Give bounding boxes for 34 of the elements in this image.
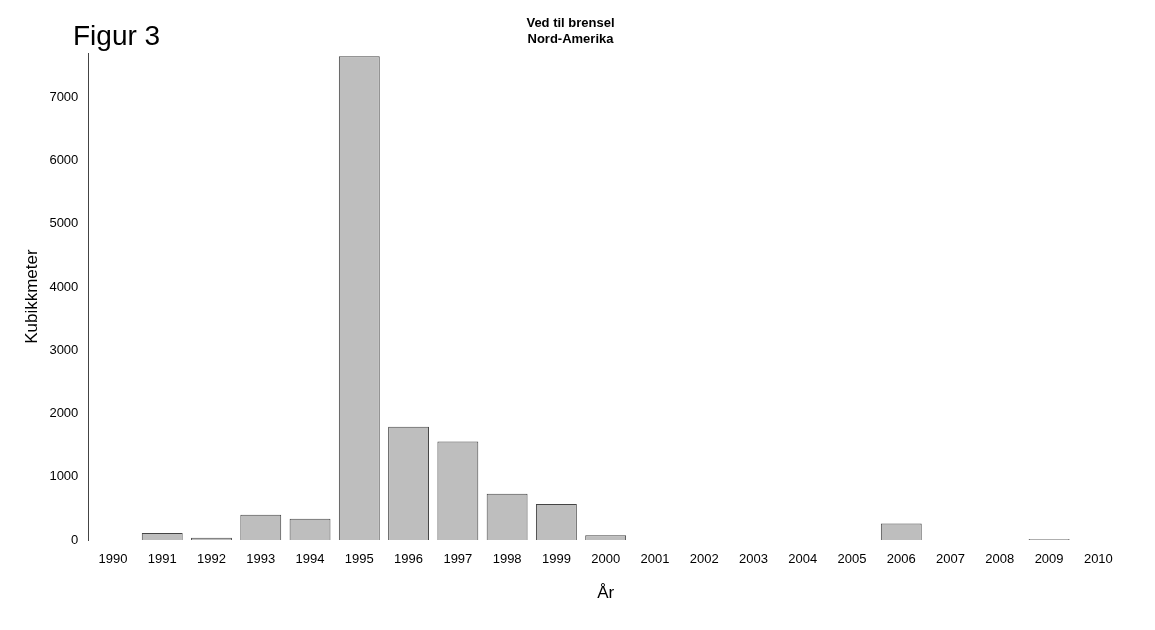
chart-subtitle: Nord-Amerika	[527, 30, 615, 46]
x-tick-label: 2010	[1083, 551, 1113, 567]
x-tick-label: 2007	[936, 551, 966, 567]
y-tick-label: 4000	[49, 278, 79, 294]
x-tick-label: 1993	[246, 551, 276, 567]
y-tick-label: 3000	[49, 341, 79, 357]
y-tick-label: 2000	[49, 405, 79, 421]
x-tick-label: 1995	[344, 551, 374, 567]
y-axis-title: Kubikkmeter	[21, 249, 41, 344]
x-tick-label: 2008	[985, 551, 1015, 567]
x-tick-label: 1992	[197, 551, 226, 567]
x-tick-label: 2006	[886, 551, 916, 567]
x-tick-label: 2005	[837, 551, 867, 567]
y-tick-label: 0	[71, 531, 79, 547]
x-tick-label: 2009	[1034, 551, 1064, 567]
x-tick-label: 2002	[689, 551, 719, 567]
y-tick-label: 1000	[49, 468, 79, 484]
y-tick-label: 5000	[49, 215, 79, 231]
x-tick-label: 2001	[640, 551, 670, 567]
y-tick-label: 7000	[49, 89, 79, 105]
x-tick-label: 2004	[788, 551, 818, 567]
x-tick-label: 1990	[98, 551, 128, 567]
x-tick-label: 2003	[739, 551, 768, 567]
x-tick-label: 1998	[492, 551, 522, 567]
x-tick-label: 1997	[443, 551, 473, 567]
x-tick-label: 2000	[591, 551, 621, 567]
y-tick-label: 6000	[49, 152, 79, 168]
x-tick-label: 1999	[541, 551, 571, 567]
chart-title: Ved til brensel	[526, 15, 615, 31]
x-tick-label: 1994	[295, 551, 325, 567]
x-axis-title: År	[597, 583, 615, 603]
x-tick-label: 1996	[394, 551, 424, 567]
x-tick-label: 1991	[147, 551, 177, 567]
text: Figur 3	[73, 20, 161, 52]
